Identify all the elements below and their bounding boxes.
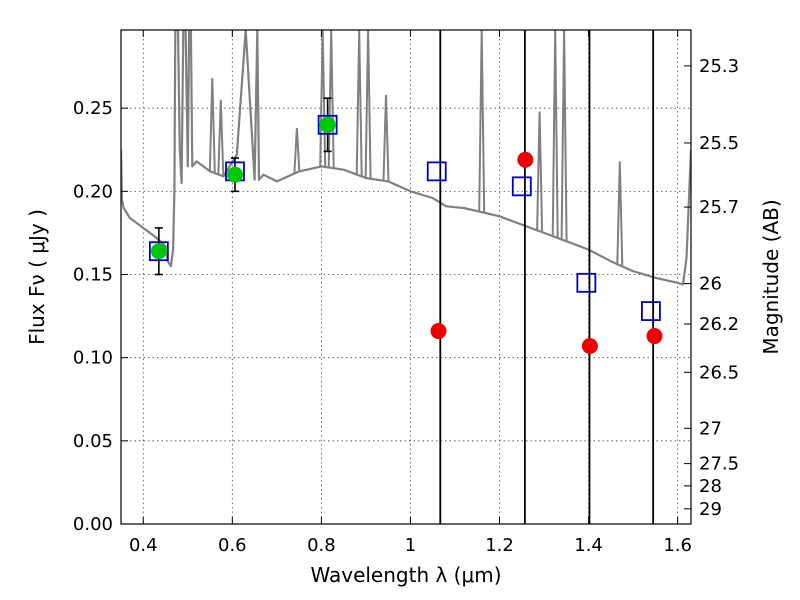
sed-emission-spike <box>293 128 301 173</box>
y-tick-label: 0.05 <box>73 431 113 452</box>
y-tick-label: 0.10 <box>73 348 113 369</box>
right-tick-label: 27 <box>699 418 722 439</box>
sed-emission-spike <box>616 161 624 266</box>
sed-emission-spike <box>560 30 568 241</box>
data-points <box>148 97 663 355</box>
red-data-point <box>581 338 598 355</box>
x-tick-label: 1.6 <box>663 535 692 556</box>
x-axis: 0.4 0.6 0.8 1 1.2 1.4 1.6 <box>129 30 692 556</box>
x-axis-label: Wavelength λ (μm) <box>310 563 501 587</box>
right-tick-label: 26.5 <box>699 362 739 383</box>
y-tick-label: 0.00 <box>73 514 113 535</box>
sed-emission-spike <box>208 78 216 173</box>
right-tick-label: 26.2 <box>699 314 739 335</box>
right-tick-label: 27.5 <box>699 454 739 475</box>
right-tick-label: 25.3 <box>699 56 739 77</box>
model-square-marker <box>641 301 661 321</box>
x-tick-label: 0.6 <box>218 535 247 556</box>
sed-emission-spike <box>364 30 372 179</box>
model-square-marker <box>317 114 338 135</box>
right-tick-label: 28 <box>699 476 722 497</box>
y-tick-label: 0.15 <box>73 265 113 286</box>
vertical-lines <box>439 30 655 524</box>
model-square-marker <box>148 241 169 262</box>
y-tick-label: 0.20 <box>73 181 113 202</box>
model-square-marker <box>426 161 447 182</box>
plot-frame <box>120 29 692 525</box>
x-tick-label: 1.2 <box>485 535 514 556</box>
y-axis-label: Flux Fν ( μJy ) <box>25 209 49 345</box>
x-tick-label: 1 <box>405 535 416 556</box>
sed-emission-spike <box>355 30 363 176</box>
right-tick-label: 26 <box>699 274 722 295</box>
x-tick-label: 0.4 <box>129 535 158 556</box>
red-data-point <box>430 323 447 340</box>
model-square-marker <box>576 272 597 293</box>
y-axis: 0.00 0.05 0.10 0.15 0.20 0.25 <box>73 98 128 535</box>
red-data-point <box>517 151 534 168</box>
y-tick-label: 0.25 <box>73 98 113 119</box>
x-tick-label: 1.4 <box>574 535 603 556</box>
right-tick-label: 25.7 <box>699 197 739 218</box>
right-axis-label: Magnitude (AB) <box>759 199 783 354</box>
sed-emission-spike <box>478 30 486 213</box>
x-tick-label: 0.8 <box>307 535 336 556</box>
green-data-point <box>319 116 336 133</box>
green-data-point <box>227 166 243 183</box>
sed-emission-spike <box>551 30 559 238</box>
sed-emission-spike <box>536 111 544 232</box>
sed-curve <box>121 30 691 286</box>
model-square-marker <box>511 176 532 197</box>
sed-emission-spike <box>382 94 390 182</box>
right-tick-label: 25.5 <box>699 133 739 154</box>
green-data-point <box>150 243 167 260</box>
right-tick-label: 29 <box>699 499 722 520</box>
sed-emission-spike <box>217 99 225 176</box>
red-data-point <box>646 328 663 345</box>
